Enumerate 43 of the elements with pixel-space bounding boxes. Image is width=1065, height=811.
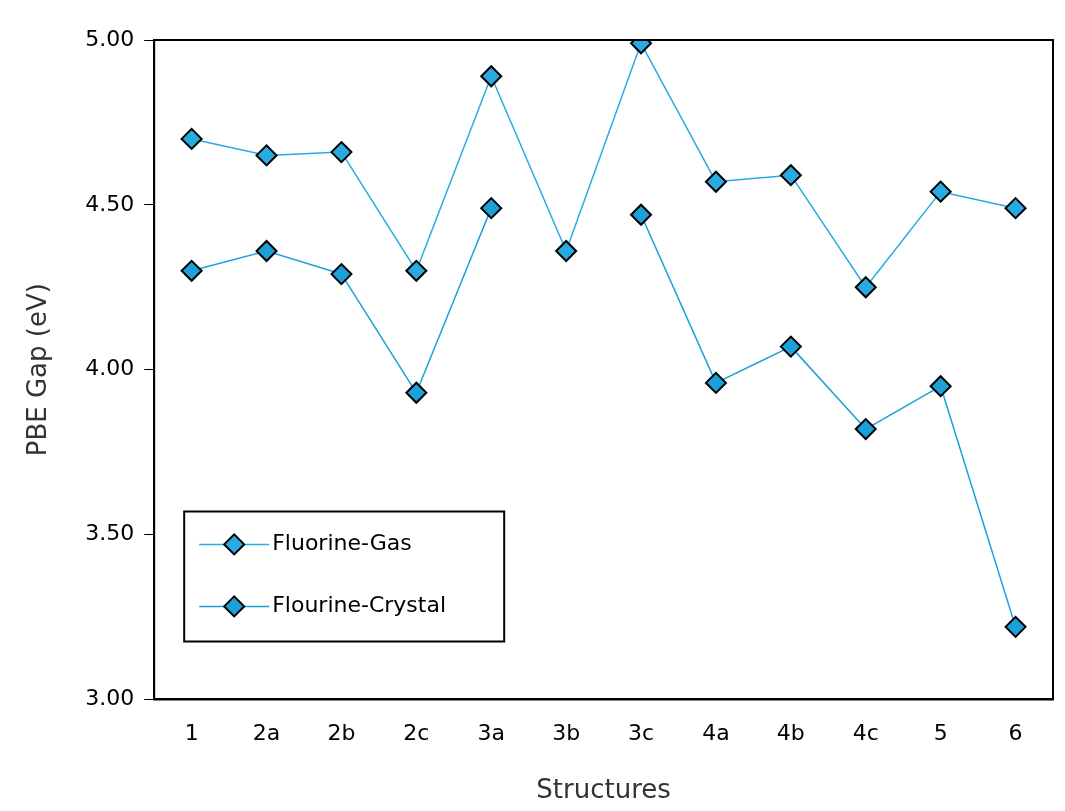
x-tick-label: 4b	[776, 720, 805, 746]
point	[180, 259, 203, 282]
legend-label: Fluorine-Gas	[272, 530, 412, 556]
x-tick-label: 3a	[477, 720, 505, 746]
x-tick-label: 2c	[403, 720, 430, 746]
point	[555, 240, 578, 263]
x-tick-label: 2b	[327, 720, 356, 746]
x-tick-label: 2a	[252, 720, 281, 746]
point	[779, 335, 802, 358]
x-tick-label: 4c	[852, 720, 879, 746]
point	[704, 170, 727, 193]
point	[480, 65, 503, 88]
point	[630, 203, 653, 226]
point	[405, 259, 428, 282]
x-tick-label: 6	[1008, 720, 1023, 746]
x-tick-label: 5	[933, 720, 948, 746]
y-tick-label: 3.00	[85, 685, 135, 711]
y-tick-label: 4.50	[85, 190, 135, 216]
point	[929, 180, 952, 203]
point	[330, 263, 353, 286]
y-tick-label: 5.00	[85, 25, 135, 51]
x-tick-label: 1	[184, 720, 199, 746]
point	[854, 276, 877, 299]
x-tick-label: 4a	[702, 720, 730, 746]
x-tick-label: 3b	[552, 720, 581, 746]
point	[1004, 615, 1027, 638]
y-tick-label: 4.00	[85, 355, 135, 381]
point	[255, 240, 278, 263]
point	[1004, 197, 1027, 220]
point	[854, 418, 877, 441]
point	[480, 197, 503, 220]
x-axis-title: Structures	[536, 774, 671, 805]
point	[405, 381, 428, 404]
point	[330, 141, 353, 164]
point	[255, 144, 278, 167]
point	[779, 164, 802, 187]
x-tick-label: 3c	[628, 720, 655, 746]
y-tick-label: 3.50	[85, 520, 135, 546]
point	[180, 127, 203, 150]
point	[704, 371, 727, 394]
legend-label: Flourine-Crystal	[272, 592, 447, 618]
point	[929, 375, 952, 398]
y-axis-title: PBE Gap (eV)	[22, 283, 53, 457]
